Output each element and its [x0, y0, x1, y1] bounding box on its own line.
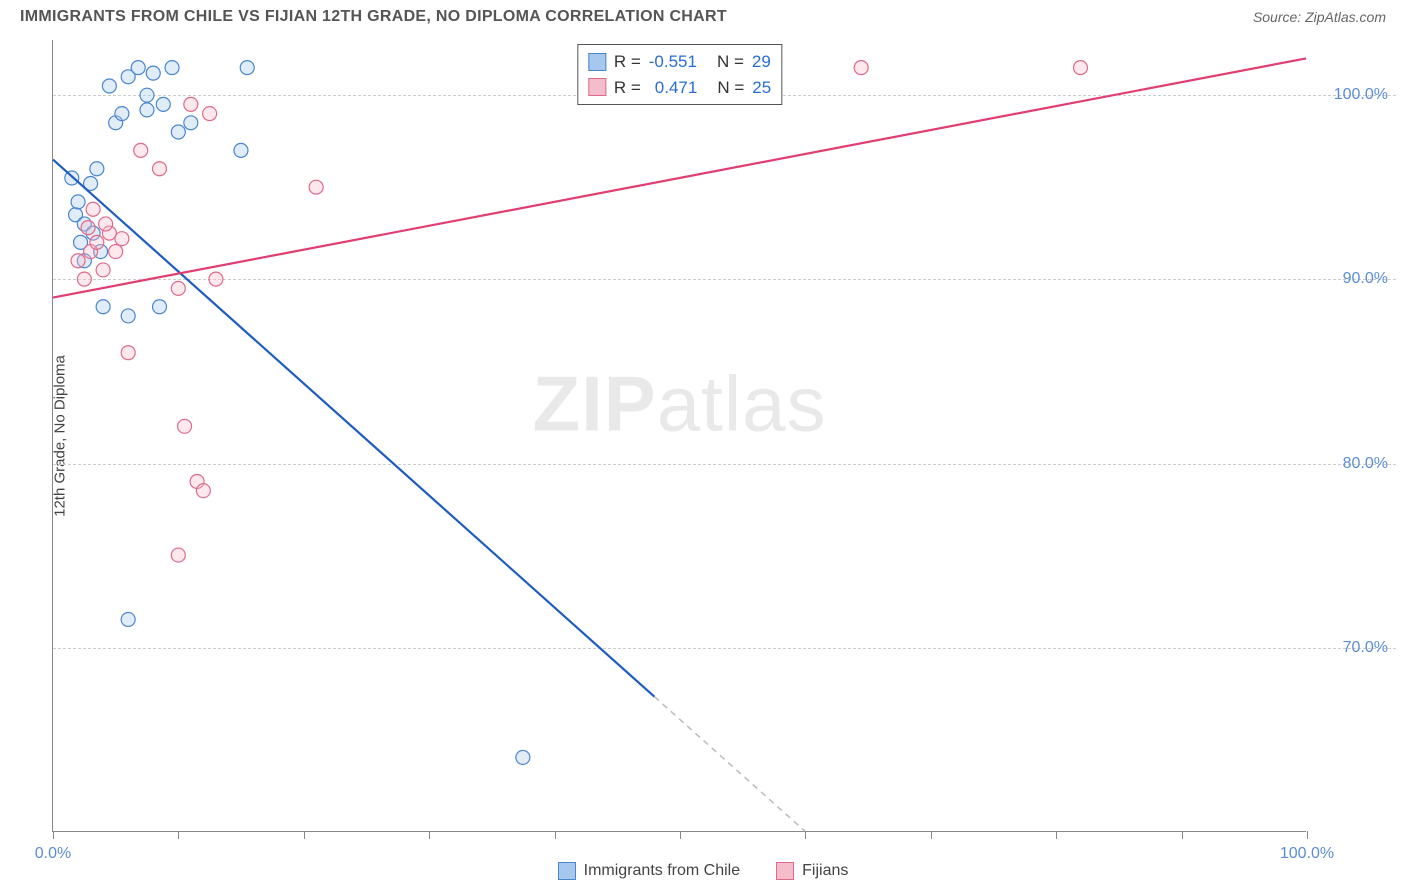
- scatter-point: [234, 143, 248, 157]
- scatter-point: [1073, 61, 1087, 75]
- scatter-point: [178, 419, 192, 433]
- scatter-point: [146, 66, 160, 80]
- r-value-fijians: 0.471: [655, 75, 698, 101]
- r-label-2: R =: [614, 75, 641, 101]
- y-tick-label: 90.0%: [1343, 270, 1388, 288]
- scatter-point: [140, 103, 154, 117]
- plot-svg: [53, 40, 1306, 831]
- scatter-point: [86, 202, 100, 216]
- legend-label: Immigrants from Chile: [584, 862, 740, 880]
- x-tick-label: 0.0%: [35, 845, 71, 863]
- scatter-point: [516, 750, 530, 764]
- scatter-point: [156, 97, 170, 111]
- correlation-legend: R = -0.551 N = 29 R = 0.471 N = 25: [577, 44, 782, 105]
- scatter-point: [121, 612, 135, 626]
- n-value-chile: 29: [752, 49, 771, 75]
- scatter-point: [153, 162, 167, 176]
- scatter-point: [90, 162, 104, 176]
- legend-swatch: [776, 862, 794, 880]
- y-tick-label: 70.0%: [1343, 639, 1388, 657]
- scatter-point: [102, 79, 116, 93]
- scatter-point: [134, 143, 148, 157]
- scatter-point: [115, 232, 129, 246]
- x-tick: [1307, 831, 1308, 839]
- scatter-point: [153, 300, 167, 314]
- source-label: Source: ZipAtlas.com: [1253, 9, 1386, 25]
- x-tick: [555, 831, 556, 839]
- scatter-point: [171, 281, 185, 295]
- scatter-point: [196, 484, 210, 498]
- scatter-point: [121, 309, 135, 323]
- x-tick: [1182, 831, 1183, 839]
- legend-swatch: [558, 862, 576, 880]
- scatter-point: [184, 97, 198, 111]
- x-tick: [931, 831, 932, 839]
- y-tick-label: 80.0%: [1343, 455, 1388, 473]
- x-tick: [680, 831, 681, 839]
- x-tick: [1056, 831, 1057, 839]
- scatter-point: [140, 88, 154, 102]
- scatter-point: [184, 116, 198, 130]
- n-label-2: N =: [717, 75, 744, 101]
- scatter-point: [81, 221, 95, 235]
- scatter-point: [115, 107, 129, 121]
- n-label: N =: [717, 49, 744, 75]
- legend-item: Fijians: [776, 862, 848, 880]
- scatter-point: [96, 263, 110, 277]
- trend-line-dashed: [654, 697, 804, 831]
- scatter-point: [71, 254, 85, 268]
- scatter-point: [90, 235, 104, 249]
- y-tick-labels: 70.0% 80.0% 90.0% 100.0%: [1306, 40, 1396, 832]
- scatter-point: [240, 61, 254, 75]
- legend-row-fijians: R = 0.471 N = 25: [588, 75, 771, 101]
- chart-area: 12th Grade, No Diploma 0.0%100.0% ZIPatl…: [50, 40, 1396, 832]
- legend-label: Fijians: [802, 862, 848, 880]
- n-value-fijians: 25: [752, 75, 771, 101]
- scatter-point: [77, 272, 91, 286]
- scatter-point: [854, 61, 868, 75]
- scatter-point: [171, 548, 185, 562]
- x-tick: [178, 831, 179, 839]
- x-tick: [304, 831, 305, 839]
- scatter-point: [71, 195, 85, 209]
- legend-item: Immigrants from Chile: [558, 862, 740, 880]
- x-tick: [429, 831, 430, 839]
- scatter-point: [109, 245, 123, 259]
- r-label: R =: [614, 49, 641, 75]
- title-bar: IMMIGRANTS FROM CHILE VS FIJIAN 12TH GRA…: [0, 0, 1406, 26]
- scatter-point: [165, 61, 179, 75]
- r-value-chile: -0.551: [649, 49, 697, 75]
- scatter-point: [203, 107, 217, 121]
- legend-row-chile: R = -0.551 N = 29: [588, 49, 771, 75]
- legend-swatch-chile: [588, 53, 606, 71]
- x-tick-label: 100.0%: [1280, 845, 1334, 863]
- scatter-point: [209, 272, 223, 286]
- x-tick: [805, 831, 806, 839]
- x-tick: [53, 831, 54, 839]
- scatter-point: [309, 180, 323, 194]
- scatter-point: [99, 217, 113, 231]
- bottom-legend: Immigrants from Chile Fijians: [0, 862, 1406, 880]
- scatter-point: [121, 346, 135, 360]
- scatter-point: [131, 61, 145, 75]
- chart-title: IMMIGRANTS FROM CHILE VS FIJIAN 12TH GRA…: [20, 8, 727, 26]
- scatter-point: [96, 300, 110, 314]
- plot-frame: 0.0%100.0% ZIPatlas R = -0.551 N = 29 R …: [52, 40, 1306, 832]
- y-tick-label: 100.0%: [1334, 86, 1388, 104]
- legend-swatch-fijians: [588, 78, 606, 96]
- scatter-point: [171, 125, 185, 139]
